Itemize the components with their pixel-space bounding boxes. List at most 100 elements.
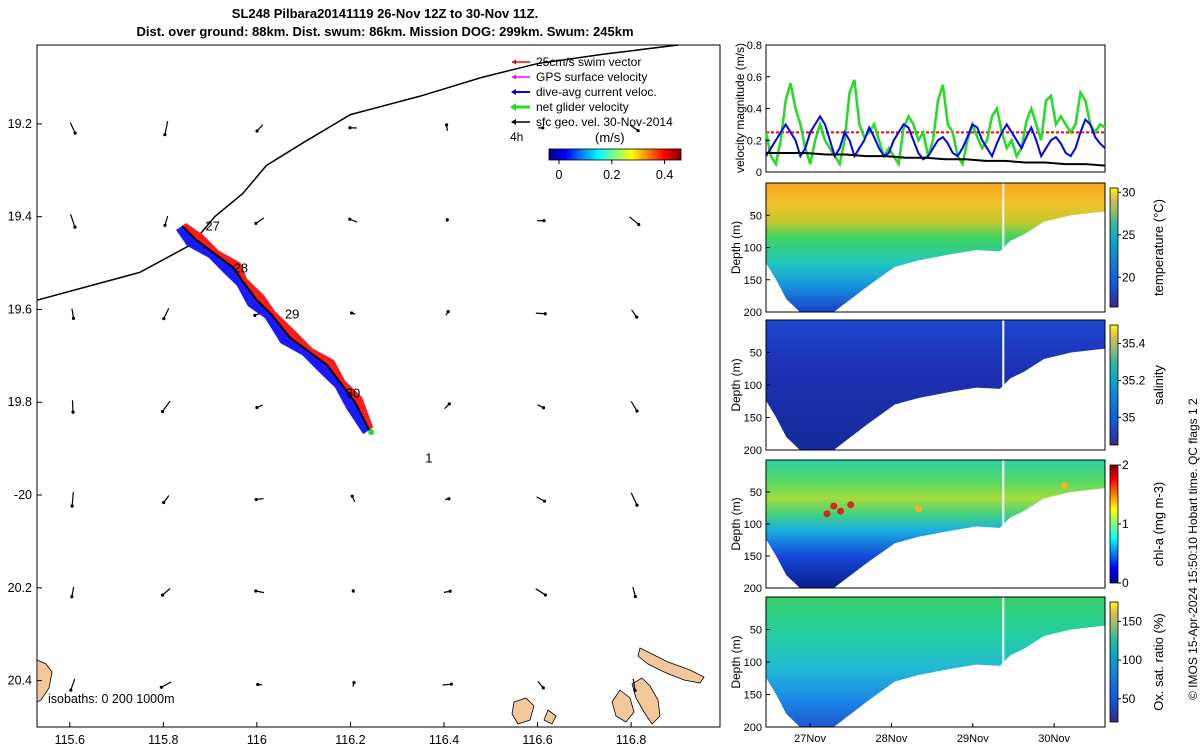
legend-geostrophic: sfc geo. vel. 30-Nov-2014 <box>511 115 673 129</box>
legend-current-velocity-label: dive-avg current veloc. <box>536 85 657 99</box>
geo-arrow <box>537 218 546 223</box>
section-colorbar <box>1109 601 1119 723</box>
geo-arrow <box>71 400 75 414</box>
velocity-y-tick-label: 0 <box>756 167 762 179</box>
colorbar-unit-label: (m/s) <box>595 130 625 145</box>
velocity-ylabel: velocity magnitude (m/s) <box>733 43 747 173</box>
chl-maximum-mark <box>837 507 845 515</box>
map-x-tick-label: 116.2 <box>335 733 365 747</box>
time-axis-tick-label: 27Nov <box>794 733 826 745</box>
section-field <box>766 597 1105 727</box>
legend-net-velocity: net glider velocity <box>510 100 629 114</box>
day-label-1: 1 <box>425 451 432 466</box>
velocity-series-2 <box>764 79 1106 168</box>
coastline-land <box>36 647 705 725</box>
velocity-series <box>764 79 1106 168</box>
geo-arrow <box>538 126 545 130</box>
geo-arrow <box>442 682 453 686</box>
geo-arrow <box>254 497 264 502</box>
map-y-tick-label: 19.8 <box>8 395 32 409</box>
map-x-tick-label: 116.8 <box>616 733 646 747</box>
map-x-tick-label: 116.4 <box>429 733 459 747</box>
geo-arrow <box>255 124 264 133</box>
section-y-tick-label: 100 <box>744 380 762 392</box>
land-patch-6 <box>543 709 557 725</box>
section-colorbar-label: salinity <box>1151 365 1166 405</box>
section-y-tick-label: 100 <box>744 657 762 669</box>
current-velocity-band <box>176 225 370 435</box>
geo-arrow <box>444 123 449 131</box>
map-y-tick-label: 20.2 <box>8 581 32 595</box>
section-colorbar-tick-label: 150 <box>1122 614 1142 628</box>
section-y-tick-label: 150 <box>744 690 762 702</box>
section-field <box>766 320 1105 450</box>
time-axis-tick-label: 30Nov <box>1038 733 1070 745</box>
section-colorbar-tick-label: 35.2 <box>1122 373 1146 387</box>
map-y-tick-label: 19.4 <box>8 210 32 224</box>
velocity-series-3 <box>765 114 1106 161</box>
geo-arrow <box>535 312 547 316</box>
map-colorbar-ticks: 0 0.2 0.4 <box>556 160 673 182</box>
section-y-tick-label: 200 <box>744 583 762 595</box>
geo-arrow <box>160 400 171 414</box>
geo-arrow <box>351 589 355 593</box>
section-y-tick-label: 50 <box>750 348 762 360</box>
map-frame <box>36 44 721 728</box>
geo-arrow <box>160 588 171 597</box>
colorbar-tick-label: 0.2 <box>603 168 620 182</box>
time-axis-tick-label: 29Nov <box>957 733 989 745</box>
geo-arrow <box>255 404 264 410</box>
section-colorbar-tick-label: 100 <box>1122 653 1142 667</box>
geo-arrow <box>537 404 546 410</box>
chl-maximum-mark <box>830 502 838 510</box>
section-ylabel: Depth (m) <box>729 497 743 550</box>
day-label-30: 30 <box>346 386 360 401</box>
velocity-y-tick-label: 0.6 <box>747 72 762 84</box>
geo-arrow <box>254 589 265 594</box>
geo-arrow <box>254 217 265 225</box>
geo-arrow <box>632 678 637 693</box>
section-colorbar-tick-label: 50 <box>1122 692 1136 706</box>
section-colorbar-tick-label: 25 <box>1122 228 1136 242</box>
geo-arrow <box>444 402 451 410</box>
section-colorbar-tick-label: 30 <box>1122 185 1136 199</box>
section-colorbar-label: Ox. sat. ratio (%) <box>1151 613 1166 711</box>
map-colorbar <box>548 148 682 161</box>
map-x-ticks: 115.6 115.8 116 116.2 116.4 116.6 116.8 <box>55 722 646 747</box>
map-y-tick-label: -20 <box>14 488 32 502</box>
section-colorbar-tick-label: 20 <box>1122 270 1136 284</box>
colorbar-tick-label: 0.4 <box>656 168 673 182</box>
geo-arrow <box>163 215 169 227</box>
net-velocity-end <box>368 429 375 436</box>
section-colorbar <box>1109 187 1119 308</box>
geo-arrow <box>445 497 451 501</box>
legend-swim-vector-label: 25cm/s swim vector <box>536 55 641 69</box>
velocity-panel: 0 0.2 0.4 0.6 0.8 velocity magnitude (m/s) <box>733 40 1106 179</box>
geo-arrow <box>350 494 356 503</box>
legend-current-velocity: dive-avg current veloc. <box>511 85 657 99</box>
section-y-tick-label: 200 <box>744 307 762 319</box>
geo-arrow <box>69 678 76 692</box>
legend-gps-velocity: GPS surface velocity <box>512 70 647 84</box>
section-colorbar <box>1109 464 1119 584</box>
chart-title-line1: SL248 Pilbara20141119 26-Nov 12Z to 30-N… <box>231 6 539 21</box>
section-ylabel: Depth (m) <box>729 221 743 274</box>
geo-arrow <box>71 308 76 320</box>
geo-arrow <box>631 309 639 319</box>
geo-arrow <box>163 120 169 137</box>
section-colorbar-label: chl-a (mg m-3) <box>1151 482 1166 567</box>
mission-path-line <box>36 44 678 301</box>
land-patch-1 <box>36 659 53 703</box>
velocity-frame <box>765 44 1106 173</box>
land-patch-2 <box>637 647 705 684</box>
geo-arrow <box>630 492 639 507</box>
section-ylabel: Depth (m) <box>729 635 743 688</box>
geo-arrow <box>352 681 356 687</box>
day-label-27: 27 <box>205 219 219 234</box>
section-ylabel: Depth (m) <box>729 358 743 411</box>
section-y-tick-label: 200 <box>744 722 762 734</box>
velocity-series-4 <box>766 151 1106 167</box>
